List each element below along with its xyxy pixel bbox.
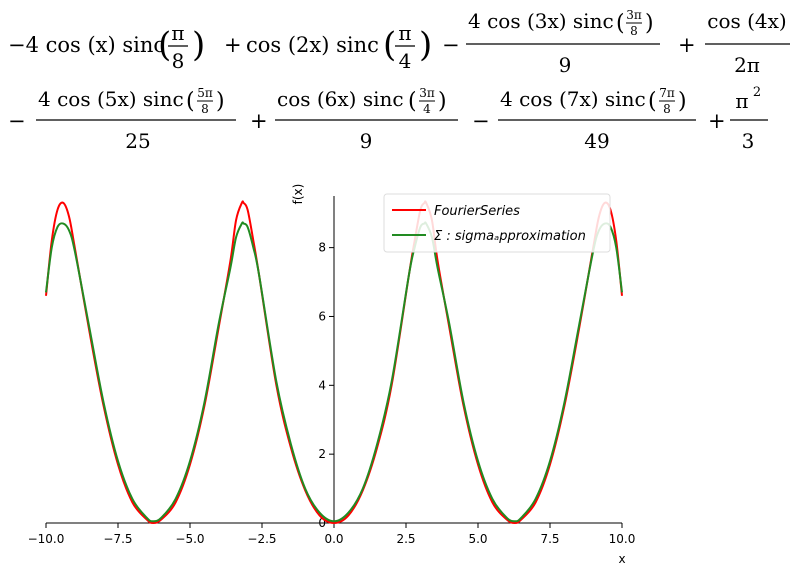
legend-label-sigma: Σ : sigmaₐpproximation [434, 229, 586, 244]
legend: FourierSeries Σ : sigmaₐpproximation [383, 193, 611, 253]
series-line-sigma [45, 221, 623, 523]
legend-frame [383, 193, 611, 253]
term-7-paren-open: ( [648, 89, 657, 114]
term-1-fraction-num: π [171, 21, 184, 45]
x-tick-label: 7.5 [540, 532, 559, 546]
x-tick-label: −7.5 [103, 532, 132, 546]
chart: −10.0 −7.5 −5.0 −2.5 0.0 2.5 5.0 7.5 10.0 0 2 4 6 8 x f… [28, 184, 636, 566]
term-2-fraction-num: π [398, 21, 411, 45]
formula-line-2: − 4 cos (5x) sinc ( 5π 8 ) 25 + cos (6x)… [8, 85, 768, 153]
term-2-paren-close: ) [419, 25, 432, 65]
series-line-fourier [45, 200, 623, 524]
term-7-inner-den: 8 [663, 102, 671, 116]
term-8-exponent: 2 [753, 85, 761, 100]
operator-5: + [250, 109, 268, 133]
term-3-inner-num: 3π [626, 8, 642, 22]
term-5-numerator: 4 cos (5x) sinc [38, 87, 184, 111]
term-1-fraction-den: 8 [172, 49, 185, 73]
series-layer [45, 200, 623, 524]
x-tick-label: −10.0 [28, 532, 65, 546]
operator-3: + [678, 33, 696, 57]
x-tick-label: 2.5 [396, 532, 415, 546]
legend-label-fourier: FourierSeries [434, 204, 520, 219]
term-8-denominator: 3 [742, 129, 755, 153]
y-tick-label: 4 [318, 378, 326, 392]
y-tick-label: 6 [318, 309, 326, 323]
operator-1: + [224, 33, 242, 57]
term-4-numerator: cos (4x) [707, 9, 786, 33]
term-3-denominator: 9 [559, 53, 572, 77]
x-axis-label: x [618, 552, 625, 566]
term-6-numerator: cos (6x) sinc [277, 87, 404, 111]
term-1-paren-open: ( [158, 25, 171, 65]
term-1-prefix: −4 cos (x) sinc [8, 33, 165, 57]
y-tick-label: 2 [318, 447, 326, 461]
term-5-inner-den: 8 [201, 102, 209, 116]
y-tick-label: 8 [318, 241, 326, 255]
term-6-inner-den: 4 [423, 102, 431, 116]
operator-7: + [708, 109, 726, 133]
term-2-fraction-den: 4 [399, 49, 412, 73]
y-axis-label: f(x) [291, 184, 305, 205]
term-7-inner-num: 7π [659, 86, 675, 100]
term-7-denominator: 49 [584, 129, 609, 153]
term-5-paren-open: ( [186, 89, 195, 114]
term-2-prefix: cos (2x) sinc [246, 33, 379, 57]
operator-6: − [472, 109, 490, 133]
term-3-paren-open: ( [616, 11, 625, 36]
term-5-denominator: 25 [125, 129, 150, 153]
x-tick-label: −2.5 [247, 532, 276, 546]
term-7-numerator: 4 cos (7x) sinc [500, 87, 646, 111]
term-3-numerator: 4 cos (3x) sinc [468, 9, 614, 33]
x-tick-label: −5.0 [175, 532, 204, 546]
term-3-paren-close: ) [645, 11, 654, 36]
term-6-paren-open: ( [408, 89, 417, 114]
operator-2: − [442, 33, 460, 57]
x-tick-label: 10.0 [609, 532, 636, 546]
term-5-inner-num: 5π [197, 86, 213, 100]
term-5-paren-close: ) [216, 89, 225, 114]
term-1-paren-close: ) [192, 25, 205, 65]
term-6-paren-close: ) [438, 89, 447, 114]
term-6-denominator: 9 [360, 129, 373, 153]
term-3-inner-den: 8 [630, 24, 638, 38]
operator-0: − [8, 109, 26, 133]
term-8-numerator: π [735, 89, 748, 113]
y-tick-label: 0 [318, 516, 326, 530]
formula-title: −4 cos (x) sinc ( π 8 ) + cos (2x) sinc … [8, 8, 790, 153]
term-6-inner-num: 3π [419, 86, 435, 100]
x-tick-label: 0.0 [324, 532, 343, 546]
x-tick-label: 5.0 [468, 532, 487, 546]
term-7-paren-close: ) [678, 89, 687, 114]
term-2-paren-open: ( [383, 25, 396, 65]
formula-line-1: −4 cos (x) sinc ( π 8 ) + cos (2x) sinc … [8, 8, 790, 77]
term-4-denominator: 2π [734, 53, 760, 77]
